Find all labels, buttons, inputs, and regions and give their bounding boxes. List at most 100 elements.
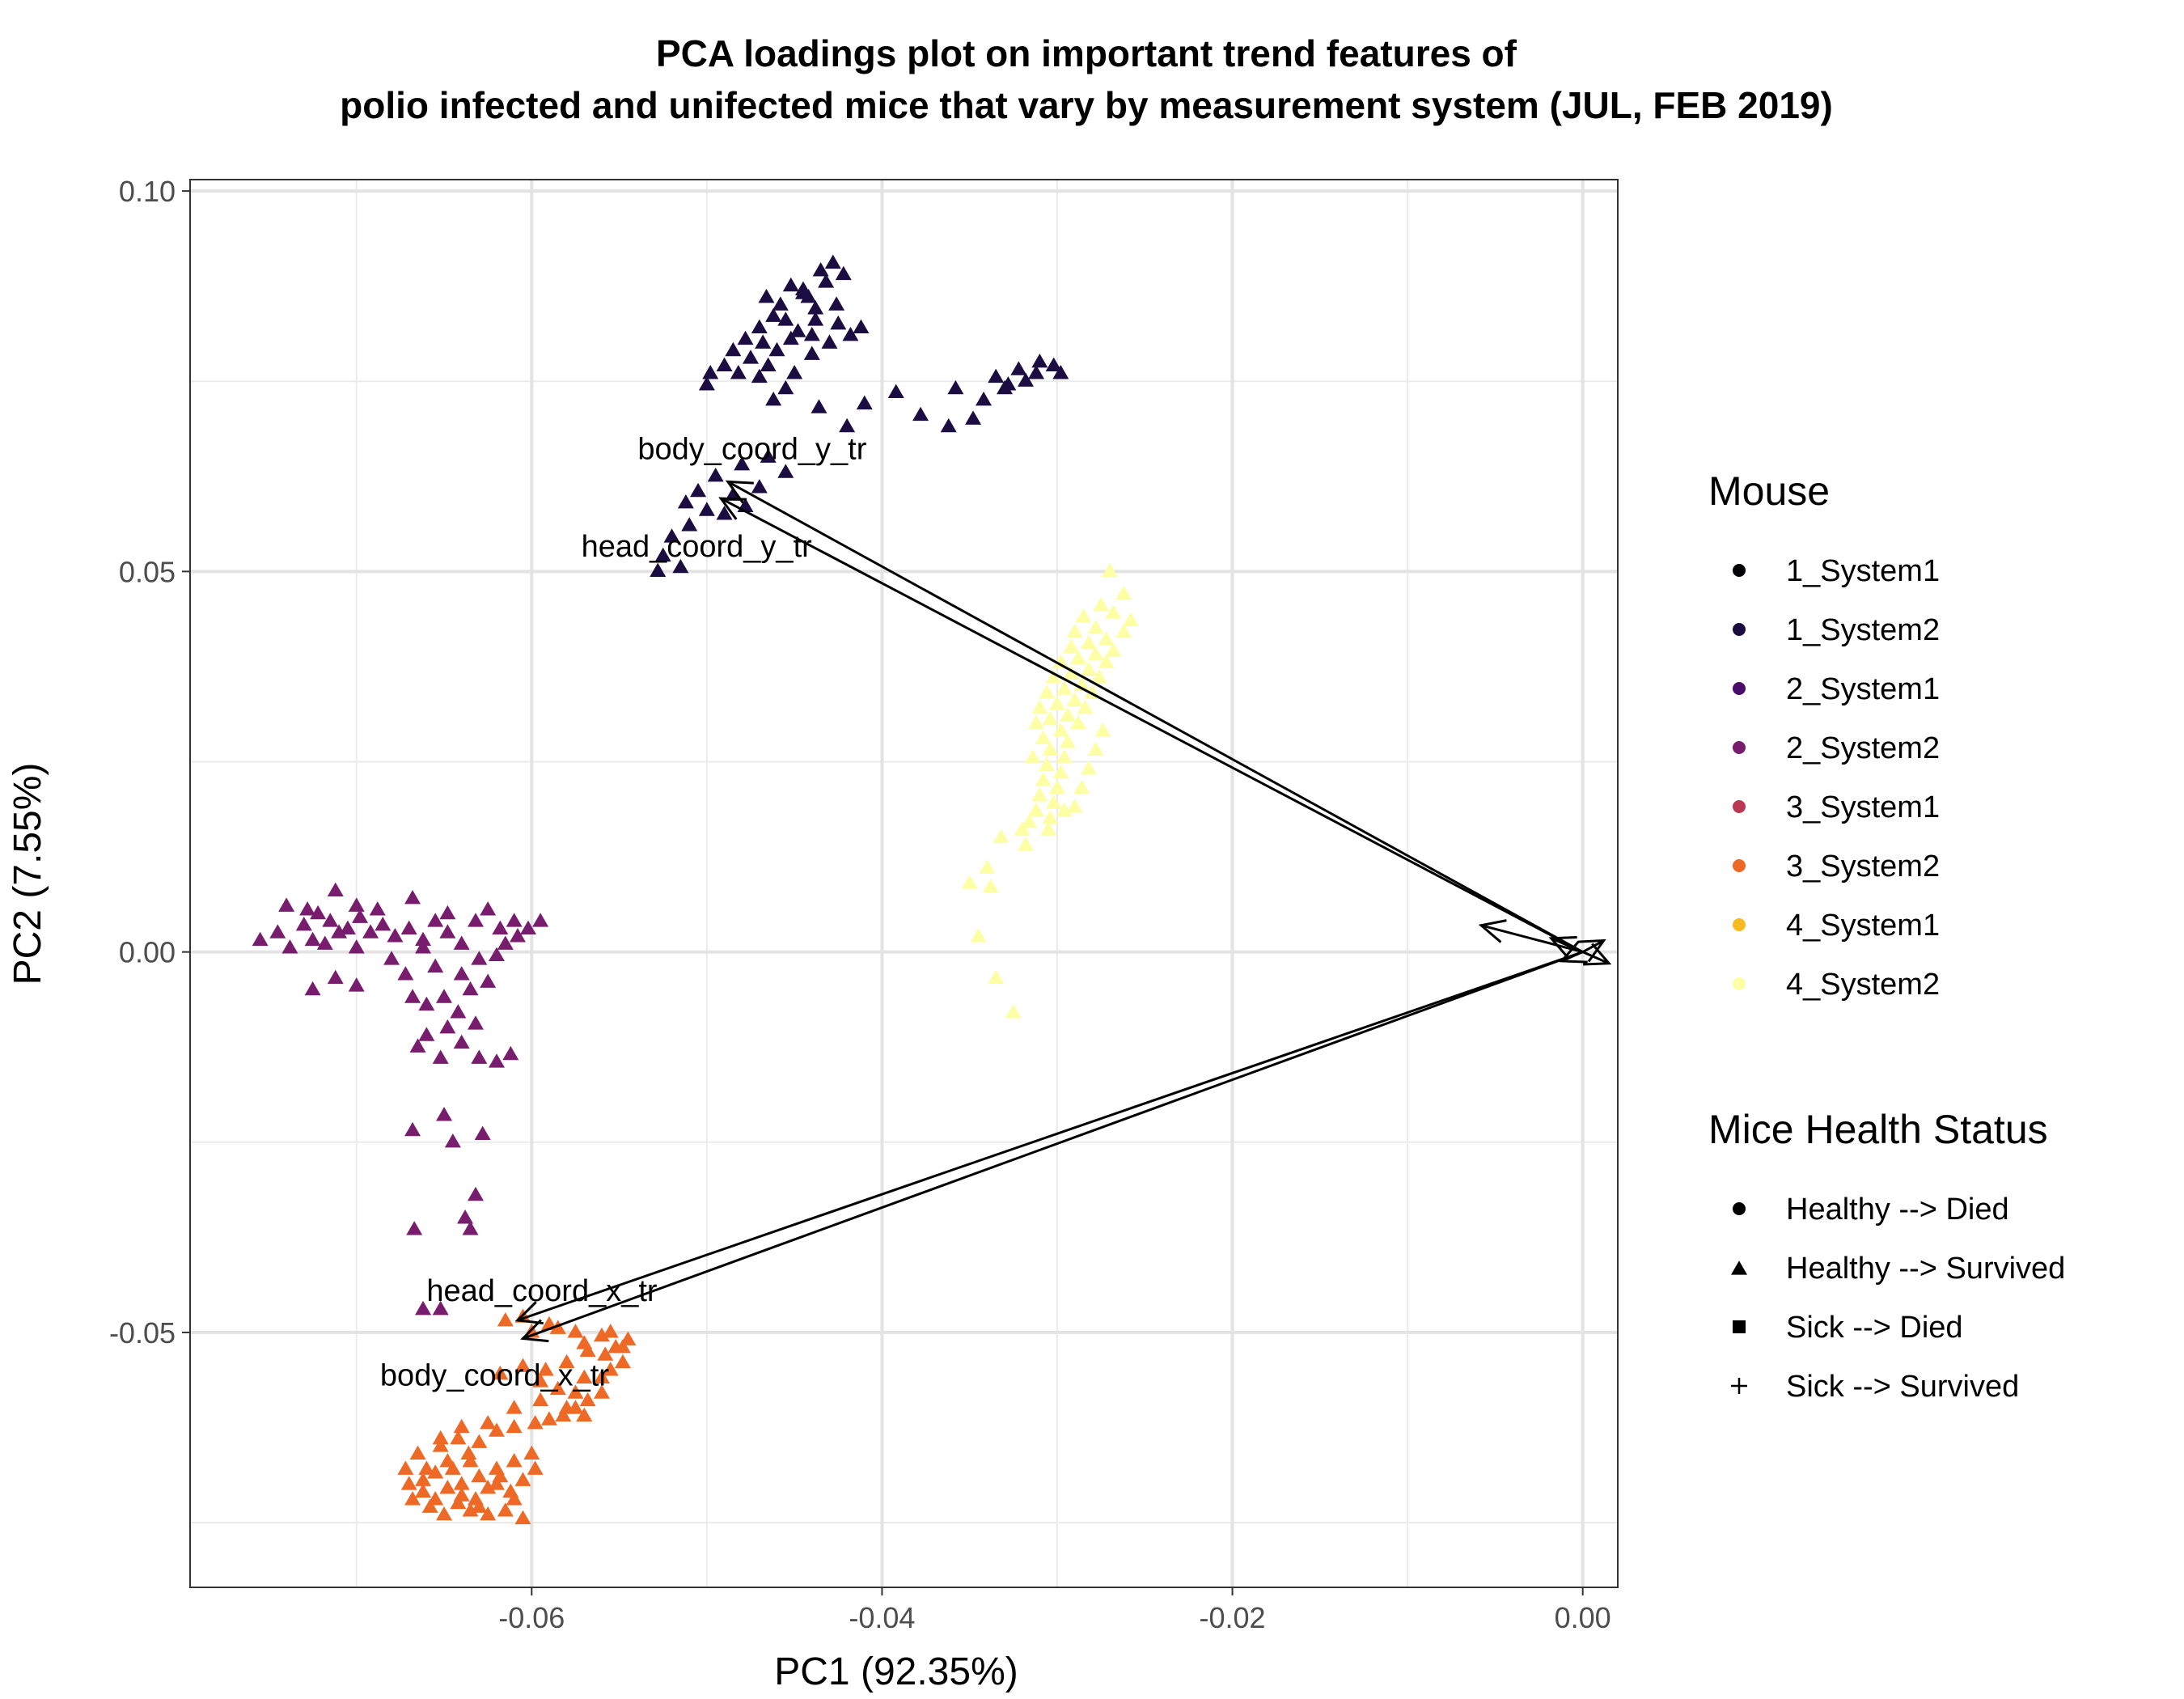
data-point bbox=[1045, 357, 1062, 372]
loading-arrow-body_coord_y_tr bbox=[725, 480, 1584, 953]
data-point bbox=[421, 1498, 438, 1513]
arrow-head bbox=[1577, 938, 1606, 963]
data-point bbox=[1056, 802, 1073, 817]
data-point bbox=[436, 1506, 453, 1521]
data-point bbox=[567, 1384, 584, 1399]
data-point bbox=[295, 916, 312, 931]
data-point bbox=[751, 368, 768, 383]
data-point bbox=[690, 482, 707, 498]
data-point bbox=[415, 1300, 432, 1316]
data-point bbox=[1028, 714, 1045, 730]
data-point bbox=[509, 928, 526, 943]
data-point bbox=[555, 1407, 572, 1421]
data-point bbox=[362, 924, 379, 938]
data-point bbox=[471, 1049, 488, 1064]
data-point bbox=[404, 890, 421, 905]
data-point bbox=[760, 448, 777, 463]
data-point bbox=[940, 417, 957, 433]
data-point bbox=[835, 265, 852, 281]
data-point bbox=[415, 1472, 432, 1486]
data-point bbox=[1000, 376, 1017, 391]
data-point bbox=[278, 897, 295, 912]
data-point bbox=[782, 277, 799, 292]
data-point bbox=[1048, 696, 1065, 710]
data-point bbox=[593, 1384, 610, 1399]
data-point bbox=[777, 311, 794, 326]
series-4_System2 bbox=[961, 562, 1139, 1019]
data-point bbox=[497, 1502, 514, 1517]
arrow-head bbox=[718, 497, 747, 520]
legend-key bbox=[1733, 1202, 1746, 1215]
x-tick-label: 0.00 bbox=[1555, 1601, 1611, 1634]
data-point bbox=[1066, 799, 1083, 813]
data-point bbox=[540, 1411, 557, 1426]
data-point bbox=[1042, 741, 1059, 756]
data-point bbox=[480, 901, 497, 916]
data-point bbox=[1073, 779, 1090, 794]
legend-key-square bbox=[1733, 1320, 1746, 1333]
data-point bbox=[1105, 642, 1122, 657]
data-point bbox=[474, 1125, 491, 1140]
data-point bbox=[432, 1430, 449, 1445]
data-point bbox=[453, 935, 470, 950]
data-point bbox=[453, 1418, 470, 1434]
data-point bbox=[702, 365, 719, 379]
data-point bbox=[593, 1327, 610, 1342]
data-point bbox=[269, 924, 286, 938]
data-point bbox=[471, 1498, 488, 1513]
data-point bbox=[818, 273, 835, 288]
data-point bbox=[468, 1186, 484, 1201]
x-axis: -0.06 -0.04 -0.02 0.00 bbox=[498, 1587, 1611, 1634]
data-point bbox=[400, 1476, 417, 1490]
data-point bbox=[743, 350, 760, 364]
data-point bbox=[453, 1034, 470, 1049]
legend-key bbox=[1733, 741, 1746, 754]
data-point bbox=[1115, 585, 1132, 600]
data-point bbox=[1031, 787, 1048, 802]
data-point bbox=[567, 1324, 584, 1338]
data-point bbox=[1024, 749, 1041, 764]
arrow-shaft bbox=[727, 481, 1584, 953]
data-point bbox=[830, 315, 847, 330]
legend-key-circle bbox=[1733, 741, 1746, 754]
data-point bbox=[406, 1221, 423, 1235]
arrow-head bbox=[1548, 935, 1577, 959]
data-point bbox=[397, 1460, 414, 1475]
chart-title: PCA loadings plot on important trend fea… bbox=[340, 32, 1833, 126]
data-point bbox=[299, 901, 316, 916]
data-point bbox=[751, 319, 768, 334]
data-point bbox=[532, 1373, 549, 1388]
legend-key-circle bbox=[1733, 682, 1746, 695]
data-point bbox=[970, 928, 987, 943]
legend-key bbox=[1733, 977, 1746, 990]
data-point bbox=[765, 391, 782, 406]
data-point bbox=[1028, 802, 1045, 817]
data-point bbox=[772, 296, 789, 311]
data-point bbox=[1018, 372, 1035, 387]
data-point bbox=[387, 928, 404, 943]
data-point bbox=[1080, 634, 1097, 650]
plot-panel-border bbox=[189, 179, 1619, 1588]
legend-key-triangle bbox=[1731, 1260, 1747, 1275]
data-point bbox=[436, 989, 453, 1003]
data-point bbox=[537, 1362, 554, 1376]
legend-key bbox=[1733, 859, 1746, 872]
data-point bbox=[558, 1354, 575, 1369]
data-point bbox=[663, 528, 680, 543]
legend-key-circle bbox=[1733, 564, 1746, 577]
data-point bbox=[593, 1369, 610, 1383]
data-point bbox=[492, 920, 509, 935]
data-point bbox=[1039, 756, 1055, 771]
data-point bbox=[322, 913, 339, 927]
x-axis-title: PC1 (92.35%) bbox=[774, 1650, 1018, 1693]
data-point bbox=[677, 494, 694, 509]
data-point bbox=[427, 958, 444, 973]
data-point bbox=[281, 939, 298, 954]
data-point bbox=[614, 1354, 631, 1369]
data-point bbox=[803, 327, 820, 341]
data-point bbox=[558, 1400, 575, 1414]
data-point bbox=[821, 334, 838, 349]
data-point bbox=[523, 1445, 540, 1460]
data-point bbox=[418, 1027, 435, 1041]
data-point bbox=[488, 1422, 505, 1437]
